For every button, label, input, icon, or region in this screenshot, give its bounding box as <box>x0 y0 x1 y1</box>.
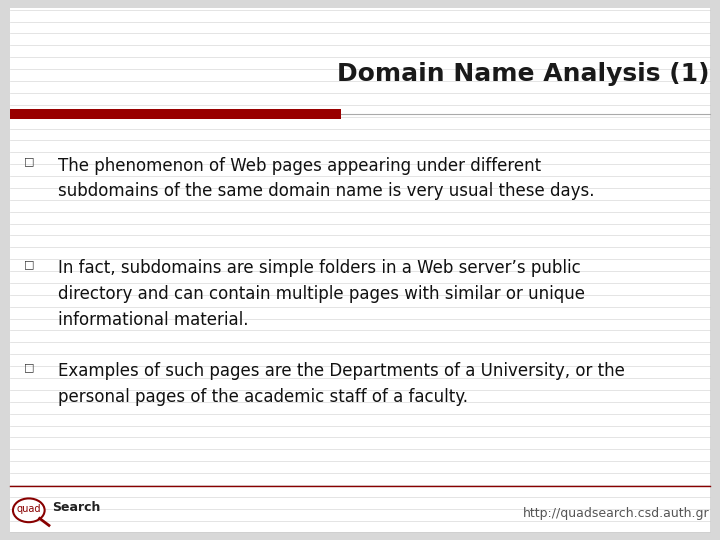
Text: □: □ <box>24 259 34 269</box>
Text: The phenomenon of Web pages appearing under different
subdomains of the same dom: The phenomenon of Web pages appearing un… <box>58 157 594 200</box>
Text: Domain Name Analysis (1): Domain Name Analysis (1) <box>337 63 709 86</box>
Text: quad: quad <box>17 504 41 514</box>
Bar <box>10 109 341 119</box>
Circle shape <box>13 498 45 522</box>
Text: Examples of such pages are the Departments of a University, or the
personal page: Examples of such pages are the Departmen… <box>58 362 624 406</box>
Text: □: □ <box>24 157 34 167</box>
Text: Search: Search <box>52 501 100 514</box>
Text: In fact, subdomains are simple folders in a Web server’s public
directory and ca: In fact, subdomains are simple folders i… <box>58 259 585 329</box>
Text: □: □ <box>24 362 34 372</box>
FancyBboxPatch shape <box>10 8 710 532</box>
Text: http://quadsearch.csd.auth.gr: http://quadsearch.csd.auth.gr <box>523 507 709 519</box>
